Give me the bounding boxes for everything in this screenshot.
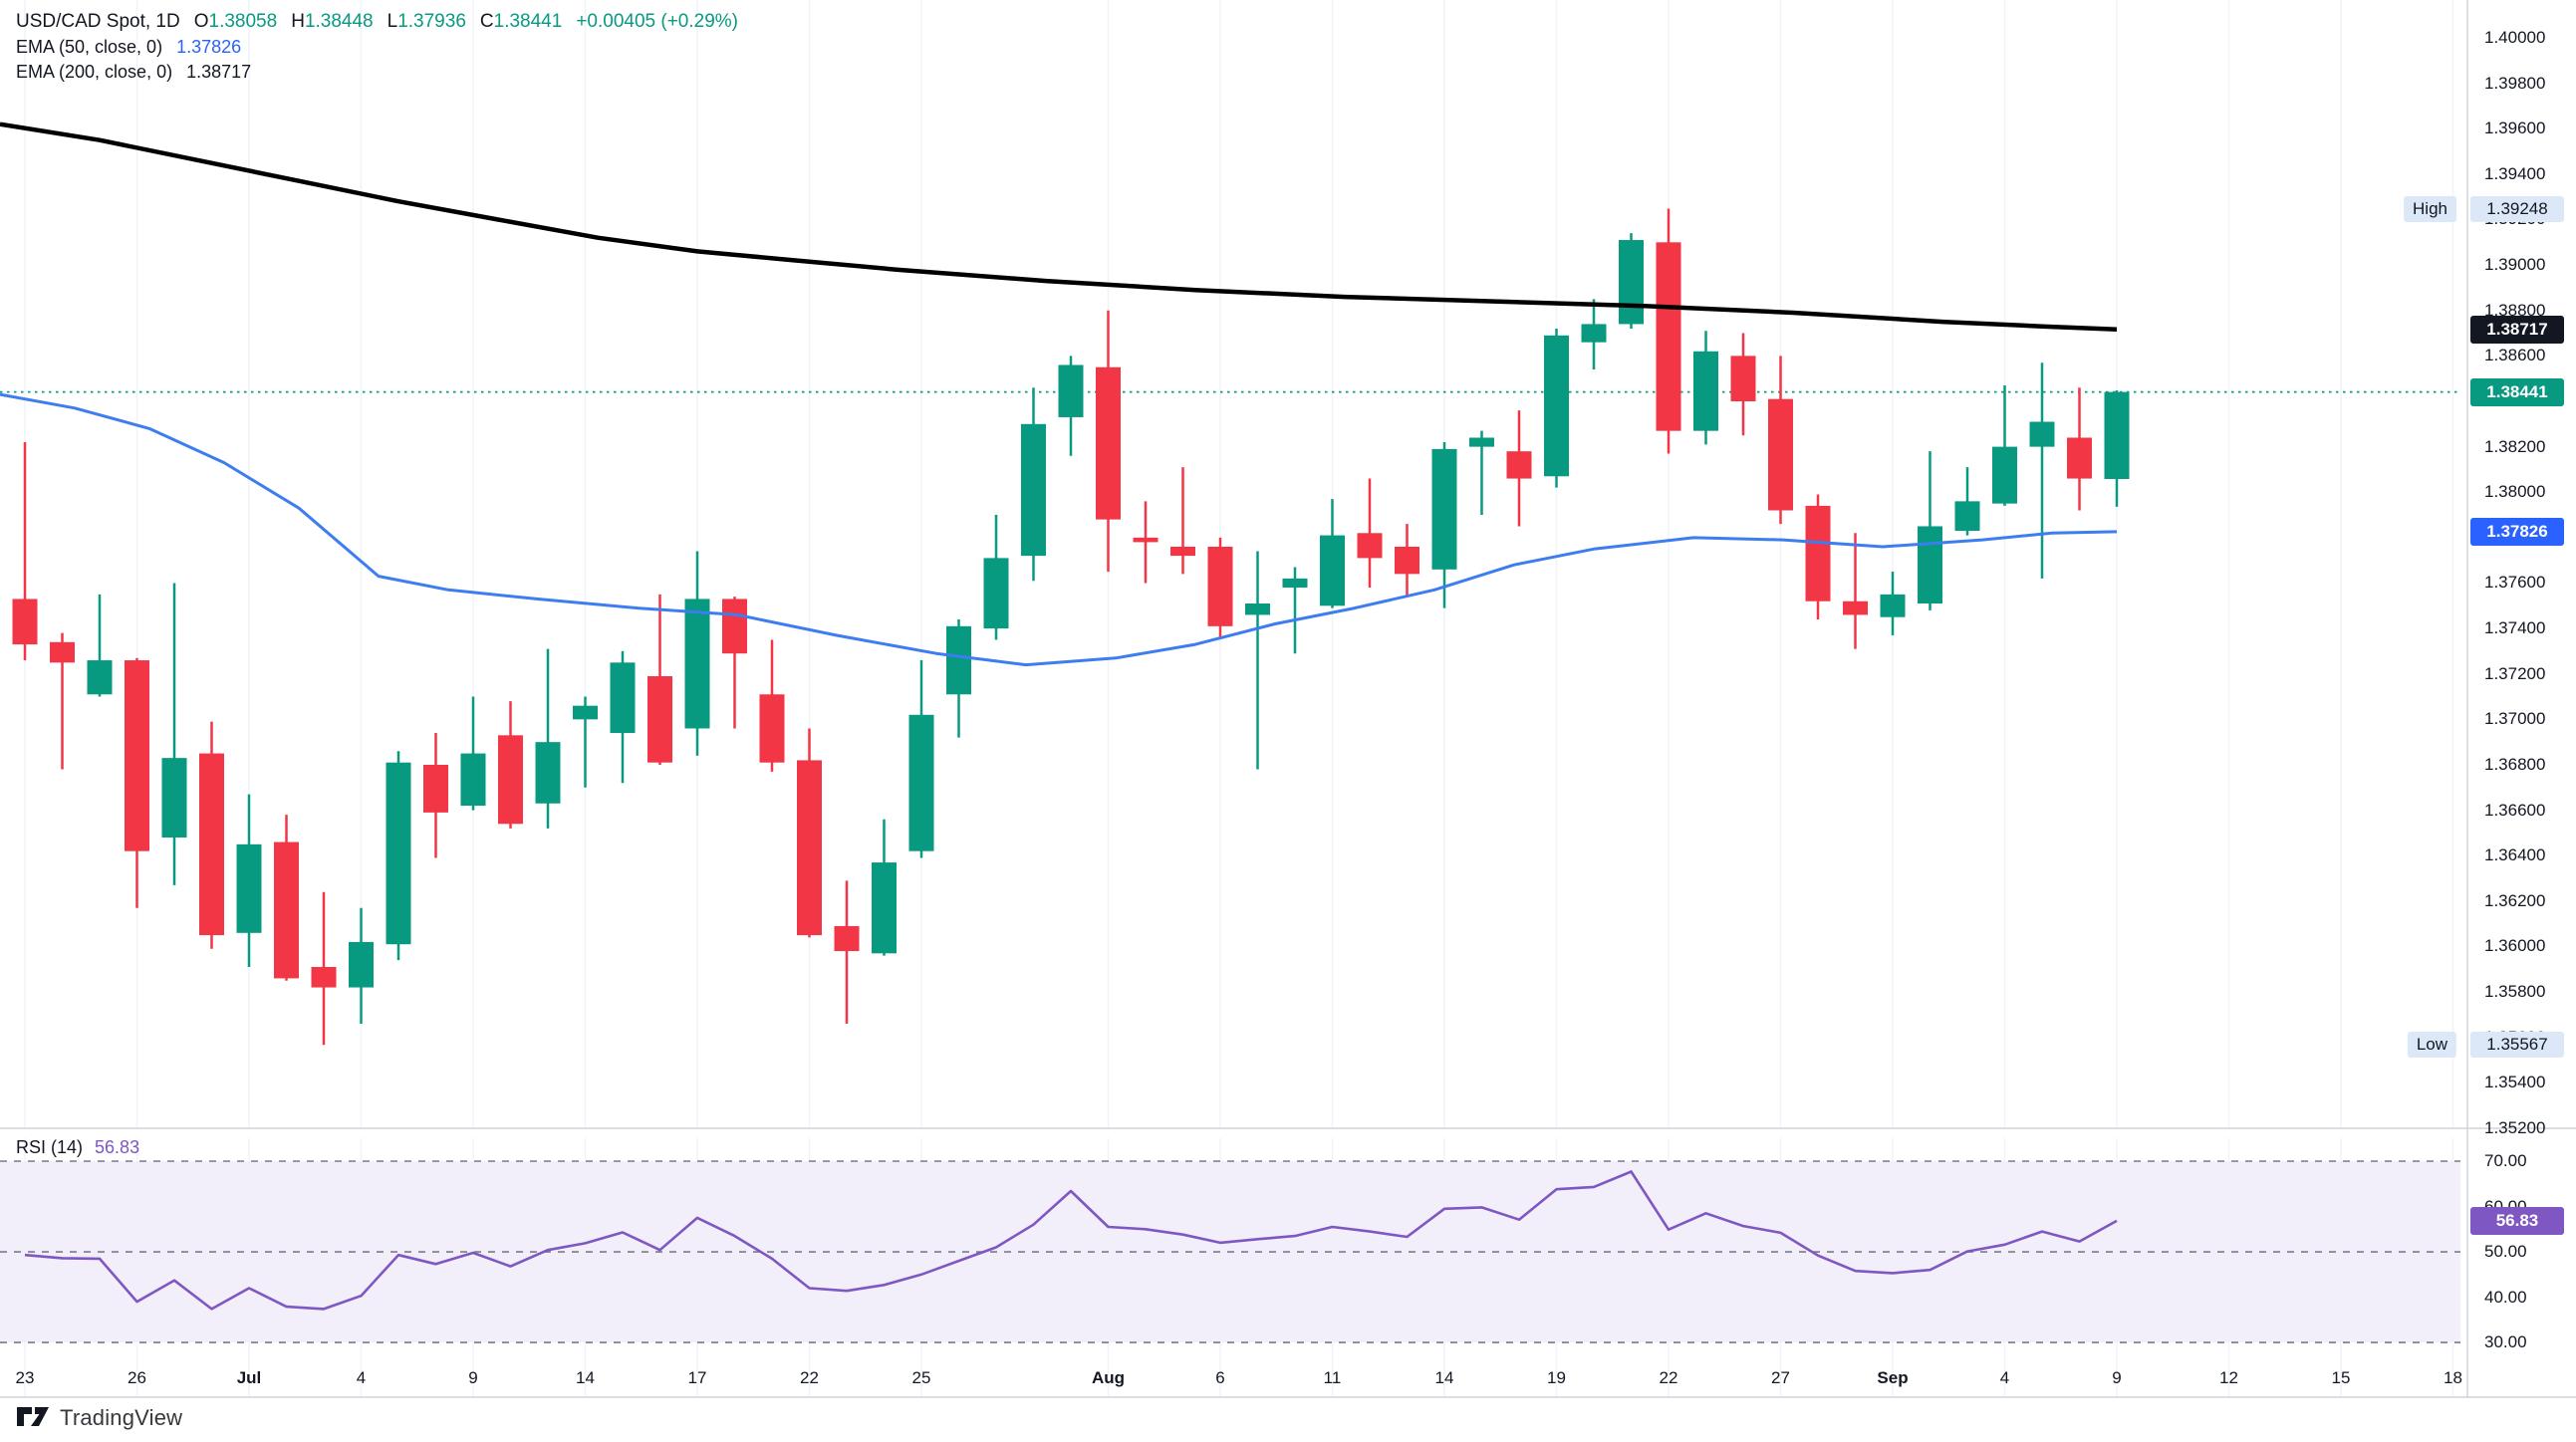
rsi-label: RSI (14) [16, 1137, 84, 1157]
candle-body [722, 599, 747, 654]
candle-body [236, 843, 262, 933]
low-marker-label: Low [2407, 1032, 2456, 1059]
candle-body [1768, 398, 1793, 511]
ema50-price-badge: 1.37826 [2470, 517, 2564, 546]
candle-body [1431, 448, 1457, 570]
legend-symbol-row[interactable]: USD/CAD Spot, 1D O1.38058 H1.38448 L1.37… [16, 8, 738, 35]
candle-body [460, 753, 486, 807]
ohlc-open: O1.38058 [193, 10, 278, 32]
candle-body [983, 558, 1009, 629]
legend-ema200-row[interactable]: EMA (200, close, 0) 1.38717 [16, 60, 738, 85]
attribution: TradingView [16, 1405, 182, 1431]
tradingview-logo-text[interactable]: TradingView [60, 1405, 183, 1430]
ohlc-low: L1.37936 [386, 10, 466, 32]
candle-body [2104, 391, 2130, 480]
candle-body [1954, 501, 1980, 532]
candle-body [50, 641, 75, 663]
candle-body [311, 967, 337, 988]
candle-body [1656, 242, 1681, 431]
ema50-line [0, 392, 2118, 667]
high-marker-value: 1.39248 [2470, 195, 2564, 222]
ema200-price-badge: 1.38717 [2470, 315, 2564, 344]
candle-body [1581, 324, 1607, 343]
candle-body [1880, 594, 1906, 617]
candle-body [1021, 423, 1046, 557]
legend: USD/CAD Spot, 1D O1.38058 H1.38448 L1.37… [16, 8, 738, 85]
ohlc-close: C1.38441 [479, 10, 563, 32]
candle-body [2067, 437, 2092, 479]
candle-body [1133, 537, 1159, 543]
candle-body [498, 735, 523, 825]
low-marker-value: 1.35567 [2470, 1032, 2564, 1059]
high-marker-label: High [2404, 195, 2456, 222]
candle-body [12, 599, 38, 645]
symbol-title: USD/CAD Spot, 1D [16, 10, 180, 32]
candle-body [125, 660, 149, 851]
candle-body [1320, 535, 1345, 606]
candle-body [1395, 546, 1419, 575]
candle-body [759, 694, 785, 763]
ema200-line [0, 121, 2118, 332]
candle-body [161, 758, 187, 838]
candle-body [908, 714, 934, 851]
candle-body [535, 742, 561, 804]
ema50-value: 1.37826 [176, 37, 242, 57]
rsi-value-badge: 56.83 [2470, 1206, 2564, 1235]
candle-body [1619, 240, 1644, 325]
candle-body [423, 764, 448, 813]
candle-body [1282, 578, 1308, 589]
rsi-value: 56.83 [95, 1137, 140, 1157]
candle-body [1843, 601, 1868, 615]
candle-body [610, 662, 636, 734]
candle-body [1058, 364, 1084, 417]
candle-body [1506, 451, 1532, 479]
candle-body [834, 925, 860, 952]
candle-body [199, 753, 224, 936]
candle-body [684, 599, 710, 729]
ema200-value: 1.38717 [186, 62, 252, 82]
tradingview-logo-icon[interactable] [16, 1406, 50, 1430]
candle-body [2029, 421, 2055, 447]
legend-ema50-row[interactable]: EMA (50, close, 0) 1.37826 [16, 35, 738, 60]
candle-body [647, 676, 672, 763]
candle-body [1805, 505, 1831, 601]
candle-body [573, 705, 598, 720]
candle-body [87, 660, 113, 695]
candle-body [797, 760, 822, 936]
last-price-badge: 1.38441 [2470, 377, 2564, 406]
candle-body [946, 625, 971, 695]
candle-body [1992, 446, 2017, 504]
candle-body [872, 862, 897, 954]
ema200-label: EMA (200, close, 0) [16, 62, 173, 82]
candle-body [1469, 437, 1494, 447]
candle-body [274, 841, 299, 979]
candle-body [1730, 356, 1756, 401]
candle-body [1207, 546, 1233, 626]
candle-body [1170, 546, 1195, 557]
rsi-line [24, 1170, 2118, 1311]
candle-body [1693, 351, 1718, 431]
candle-body [1245, 603, 1270, 615]
candle-body [349, 941, 374, 988]
ohlc-high: H1.38448 [291, 10, 374, 32]
ema50-label: EMA (50, close, 0) [16, 37, 163, 57]
candle-body [1544, 335, 1569, 477]
legend-rsi-row[interactable]: RSI (14) 56.83 [16, 1137, 139, 1158]
candle-body [386, 762, 411, 945]
candle-body [1918, 526, 1942, 604]
candle-body [1096, 366, 1121, 520]
candle-body [1357, 533, 1383, 559]
change-value: +0.00405 (+0.29%) [576, 10, 738, 32]
